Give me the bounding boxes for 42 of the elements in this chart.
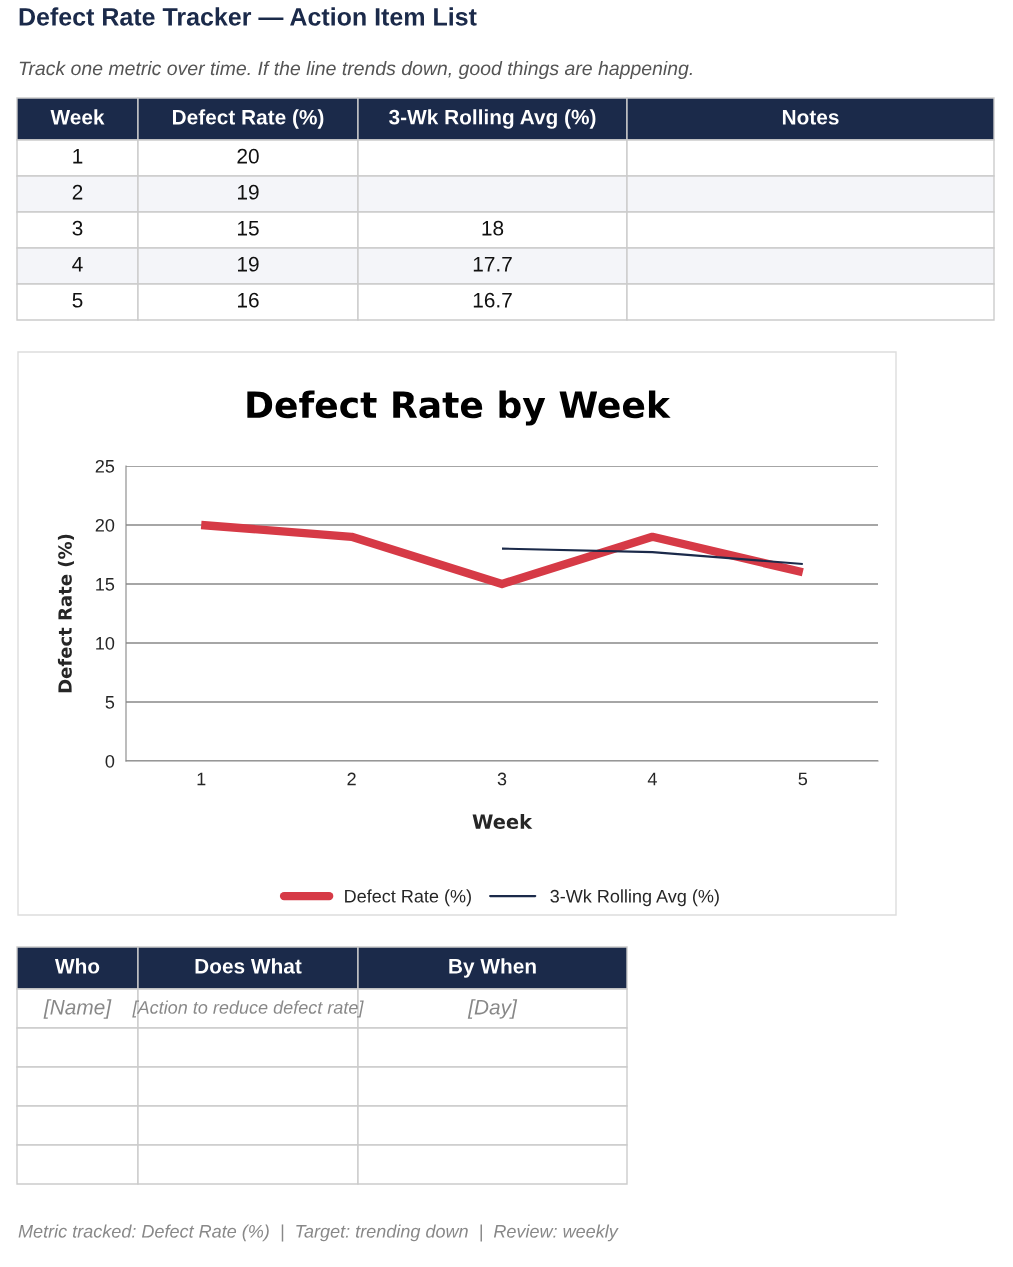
x-axis-title: Week <box>472 813 533 829</box>
legend-label: Defect Rate (%) <box>345 889 471 907</box>
chart-subtitle: Track one metric over time. If the line trends down, good things are happening. <box>19 60 692 80</box>
y-tick-label: 0 <box>105 754 115 768</box>
text: 19 <box>238 184 259 200</box>
text: [Action to reduce defect rate] <box>132 1000 364 1018</box>
text: 18 <box>482 220 504 236</box>
text: Who <box>54 958 100 974</box>
legend-label: 3-Wk Rolling Avg (%) <box>550 889 719 907</box>
category-label: 3 <box>72 220 83 236</box>
y-tick-label: 15 <box>96 578 115 591</box>
y-axis-title: Defect Rate (%) <box>57 534 74 693</box>
text: Does What <box>195 958 302 974</box>
text: 17.7 <box>473 257 512 272</box>
text: Metric tracked: Defect Rate (%) | Target: trending down | Review: weekly <box>18 1224 619 1242</box>
text: By When <box>449 958 536 978</box>
x-tick-label: 2 <box>347 772 356 786</box>
text: [Day] <box>467 999 518 1019</box>
y-tick-label: 25 <box>95 459 115 473</box>
text: Defect Rate (%) <box>172 109 324 129</box>
category-label: 4 <box>72 257 83 272</box>
x-tick-label: 5 <box>798 772 808 786</box>
y-tick-label: 20 <box>95 518 115 532</box>
category-label: 5 <box>72 293 83 308</box>
text: Defect Rate by Week <box>247 390 671 426</box>
text: Notes <box>782 110 839 125</box>
category-label: 1 <box>73 149 83 164</box>
x-tick-label: 3 <box>497 772 507 786</box>
chart-title: Defect Rate Tracker — Action Item List <box>19 7 477 26</box>
category-label: 2 <box>72 184 83 200</box>
text: [Name] <box>43 999 112 1019</box>
y-tick-label: 10 <box>96 636 115 650</box>
text: 3-Wk Rolling Avg (%) <box>389 109 596 129</box>
y-tick-label: 5 <box>105 696 115 709</box>
text: 19 <box>238 256 259 272</box>
x-tick-label: 4 <box>647 772 657 786</box>
x-tick-label: 1 <box>197 772 206 786</box>
text: 20 <box>237 148 259 164</box>
text: 15 <box>238 221 259 236</box>
text: 16 <box>238 292 259 308</box>
text: Week <box>50 109 105 125</box>
text: 16.7 <box>473 292 512 308</box>
